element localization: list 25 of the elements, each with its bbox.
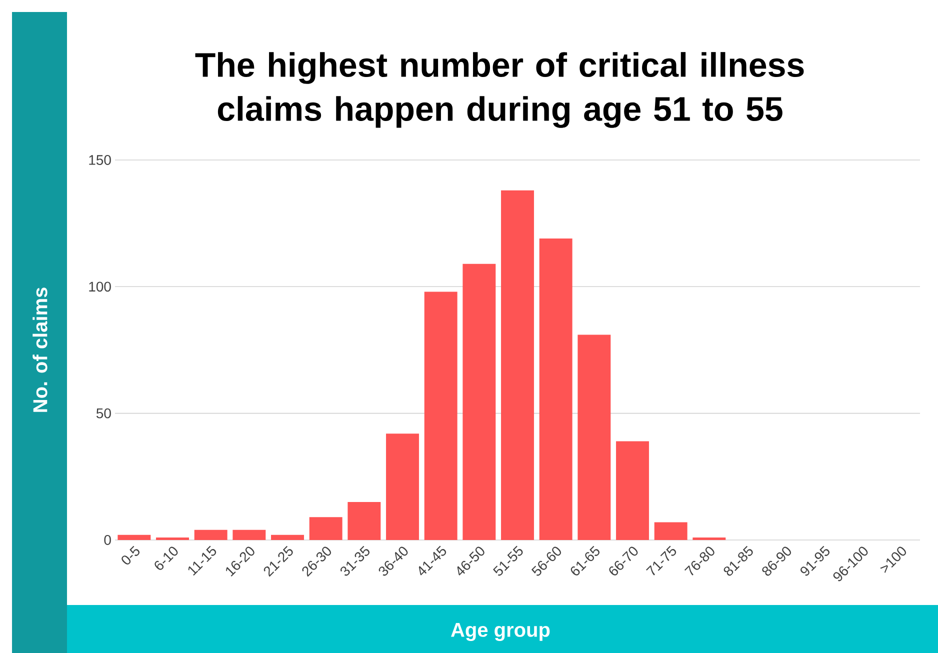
bar xyxy=(386,434,419,540)
bar xyxy=(309,517,342,540)
x-axis-title: Age group xyxy=(451,622,550,641)
x-tick-label: 6-10 xyxy=(154,546,178,570)
x-tick-label: 0-5 xyxy=(122,546,140,564)
bar xyxy=(271,534,304,540)
bar xyxy=(654,522,688,540)
bar xyxy=(118,534,151,540)
bar xyxy=(348,502,381,540)
bar xyxy=(424,292,458,540)
y-tick-label: 100 xyxy=(89,282,111,292)
y-tick-label: 0 xyxy=(104,535,111,545)
bar xyxy=(616,441,649,540)
chart-title: The highest number of critical illness claims happen during age 51 to 55 xyxy=(195,52,804,128)
bar xyxy=(232,530,266,540)
y-axis-title: No. of claims xyxy=(32,288,48,412)
y-tick-label: 150 xyxy=(89,155,111,165)
y-tick-label: 50 xyxy=(96,408,111,418)
bar xyxy=(501,190,534,540)
bar xyxy=(539,238,572,540)
bar xyxy=(156,537,189,540)
bar xyxy=(578,334,611,540)
bar xyxy=(462,264,496,540)
bar xyxy=(692,537,726,540)
bar xyxy=(194,530,228,540)
